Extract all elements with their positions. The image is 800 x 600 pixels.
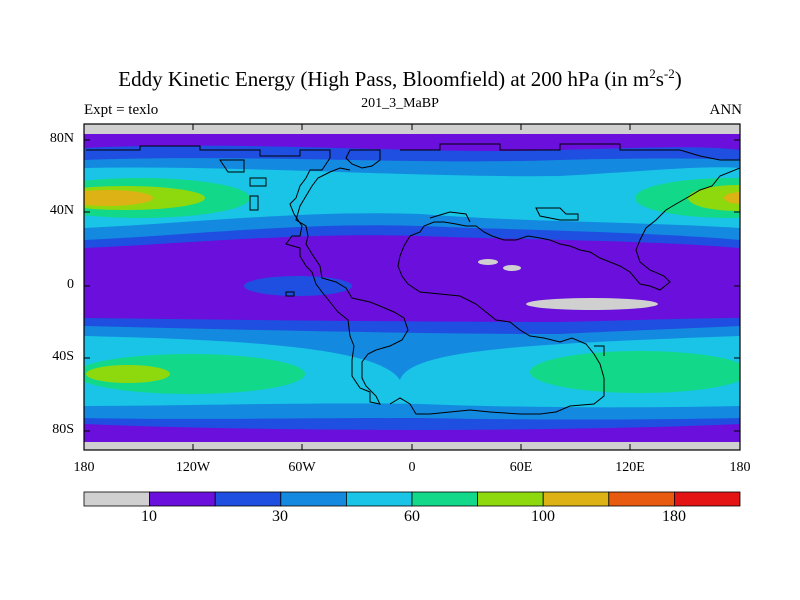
colorbar-box <box>411 491 478 507</box>
tick-marks <box>84 124 740 450</box>
colorbar-box <box>477 491 544 507</box>
season-label: ANN <box>709 102 743 118</box>
lon-tick-180e: 180 <box>729 460 751 475</box>
colorbar <box>83 491 741 507</box>
colorbar-box <box>83 491 150 507</box>
tropical-dark-blue-patch <box>244 276 352 296</box>
tropical-gray-patch-1 <box>526 298 658 310</box>
colorbar-box <box>345 491 413 507</box>
sh-pacific-green <box>84 354 305 394</box>
colorbar-label-60: 60 <box>404 508 420 525</box>
lon-tick-180w: 180 <box>73 460 95 475</box>
colorbar-label-10: 10 <box>141 508 157 525</box>
colorbar-box <box>280 491 347 507</box>
lat-tick-0: 0 <box>67 277 74 292</box>
lon-tick-0: 0 <box>408 460 416 475</box>
tropical-gray-patch-2 <box>478 259 498 265</box>
lon-tick-120w: 120W <box>175 460 211 475</box>
colorbar-box <box>608 491 675 507</box>
colorbar-box <box>149 491 216 507</box>
lat-tick-80n: 80N <box>49 131 74 146</box>
plot-title: Eddy Kinetic Energy (High Pass, Bloomfie… <box>118 66 682 91</box>
experiment-label: Expt = texlo <box>84 102 159 118</box>
nh-east-orange <box>724 192 740 204</box>
lat-tick-80s: 80S <box>52 422 74 437</box>
lon-tick-120e: 120E <box>615 460 645 475</box>
lat-tick-40s: 40S <box>52 349 74 364</box>
sh-indian-green <box>530 351 740 393</box>
coastlines <box>86 143 740 415</box>
nh-cyan-band <box>84 167 740 228</box>
colorbar-box <box>674 491 741 507</box>
colorbar-label-30: 30 <box>272 508 288 525</box>
colorbar-label-180: 180 <box>662 508 686 525</box>
lon-tick-60e: 60E <box>509 460 533 475</box>
colorbar-label-100: 100 <box>531 508 555 525</box>
lat-tick-40n: 40N <box>49 203 74 218</box>
nh-east-yellow-green <box>688 185 740 211</box>
plot-subtitle: 201_3_MaBP <box>361 96 439 111</box>
tropical-gray-patch-3 <box>503 265 521 271</box>
lon-tick-60w: 60W <box>288 460 316 475</box>
energy-field <box>84 124 740 450</box>
colorbar-box <box>214 491 282 507</box>
sh-pacific-yellow-green <box>86 365 170 383</box>
nh-pacific-orange <box>84 190 153 206</box>
colorbar-box <box>542 491 610 507</box>
